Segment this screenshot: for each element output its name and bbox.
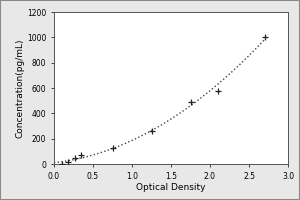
Y-axis label: Concentration(pg/mL): Concentration(pg/mL) — [15, 38, 24, 138]
X-axis label: Optical Density: Optical Density — [136, 183, 206, 192]
